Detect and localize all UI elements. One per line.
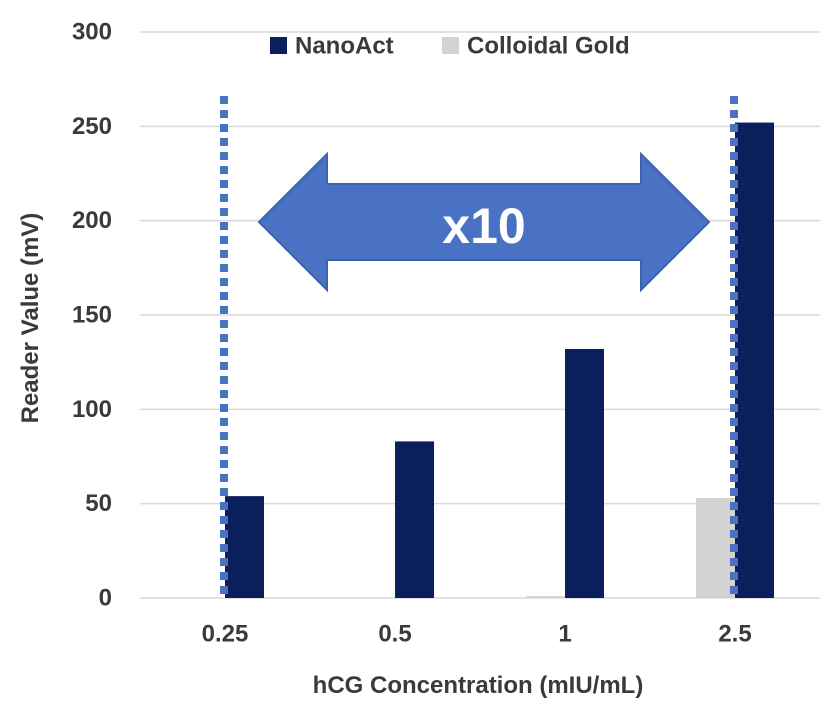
y-axis-title: Reader Value (mV) <box>17 213 44 424</box>
bar-nanoact <box>395 441 434 598</box>
x-tick-label: 0.5 <box>378 621 411 648</box>
bars <box>225 122 774 598</box>
bar-colloidal-gold <box>526 596 565 598</box>
y-tick-label: 200 <box>72 207 112 234</box>
y-tick-label: 300 <box>72 19 112 46</box>
arrow-label: x10 <box>442 198 525 254</box>
legend-label-nanoact: NanoAct <box>295 33 394 60</box>
legend-label-colloidal-gold: Colloidal Gold <box>467 33 630 60</box>
bar-nanoact <box>565 348 604 598</box>
y-tick-label: 250 <box>72 113 112 140</box>
bar-nanoact <box>225 496 264 598</box>
legend-swatch-nanoact <box>270 37 287 54</box>
x-tick-label: 1 <box>558 621 571 648</box>
y-tick-label: 100 <box>72 396 112 423</box>
y-axis-ticks: 0 50 100 150 200 250 300 <box>72 19 112 612</box>
y-tick-label: 150 <box>72 302 112 329</box>
legend-swatch-colloidal-gold <box>442 37 459 54</box>
y-tick-label: 50 <box>85 490 112 517</box>
legend: NanoAct Colloidal Gold <box>270 33 630 60</box>
range-arrow: x10 <box>257 151 711 293</box>
x-tick-label: 0.25 <box>202 621 249 648</box>
bar-colloidal-gold <box>696 498 735 598</box>
bar-nanoact <box>735 122 774 598</box>
x-tick-label: 2.5 <box>718 621 751 648</box>
double-arrow-shape <box>257 151 711 293</box>
x-axis-ticks: 0.25 0.5 1 2.5 <box>202 621 752 648</box>
x-axis-title: hCG Concentration (mIU/mL) <box>313 672 644 699</box>
y-tick-label: 0 <box>99 585 112 612</box>
